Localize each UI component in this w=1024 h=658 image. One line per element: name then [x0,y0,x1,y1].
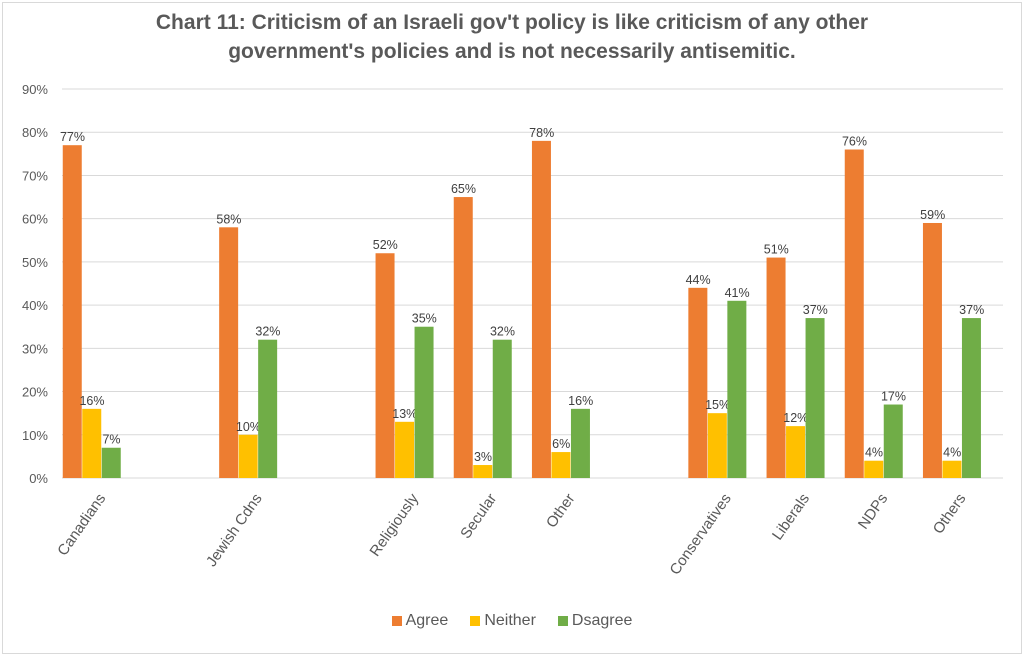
bar-dsagree [258,339,278,478]
bar-dsagree [414,326,434,478]
data-label: 13% [392,407,417,421]
data-label: 77% [60,130,85,144]
data-label: 32% [490,325,515,339]
bar-dsagree [492,339,512,478]
bar-dsagree [961,318,981,478]
chart-title-line1: Chart 11: Criticism of an Israeli gov't … [155,11,869,34]
y-tick-label: 90% [22,82,48,97]
legend-swatch-neither [470,616,481,626]
y-tick-label: 0% [29,471,48,486]
bar-agree [219,227,239,478]
bar-dsagree [727,300,747,478]
legend: Agree Neither Dsagree [0,612,1024,630]
data-label: 52% [373,238,398,252]
data-label: 6% [552,437,570,451]
legend-label-disagree: Dsagree [571,612,633,629]
data-label: 17% [881,390,906,404]
data-label: 15% [705,398,730,412]
bar-neither [786,426,806,478]
legend-item-disagree: Dsagree [557,612,633,630]
data-label: 4% [865,446,883,460]
data-label: 37% [803,303,828,317]
legend-item-neither: Neither [470,612,536,630]
bar-agree [531,140,551,478]
data-label: 16% [568,394,593,408]
bar-dsagree [883,404,903,478]
legend-label-agree: Agree [405,612,449,629]
data-label: 59% [920,208,945,222]
x-category-label: Other [543,491,578,531]
x-category-label: Jewish Cdns [203,491,266,570]
bar-agree [375,253,395,478]
data-label: 10% [236,420,261,434]
y-tick-label: 70% [22,168,48,183]
y-tick-label: 20% [22,385,48,400]
y-tick-label: 50% [22,255,48,270]
y-tick-label: 60% [22,212,48,227]
data-label: 78% [529,126,554,140]
x-category-label: Others [930,491,970,538]
data-label: 76% [842,135,867,149]
bar-agree [62,145,82,478]
bar-dsagree [101,447,121,478]
bar-agree [453,197,473,479]
bar-neither [82,408,102,478]
data-label: 37% [959,303,984,317]
data-label: 65% [451,182,476,196]
bar-agree [688,287,708,478]
bar-neither [864,460,884,478]
bar-agree [844,149,864,478]
chart-title-line2: government's policies and is not necessa… [228,40,796,63]
bar-neither [942,460,962,478]
y-tick-label: 40% [22,298,48,313]
bar-neither [707,413,727,478]
data-label: 41% [725,286,750,300]
data-label: 51% [764,243,789,257]
data-label: 58% [216,212,241,226]
y-tick-label: 30% [22,341,48,356]
data-label: 16% [79,394,104,408]
legend-label-neither: Neither [484,612,536,629]
x-category-label: Secular [457,491,500,542]
bar-agree [766,257,786,478]
legend-swatch-disagree [557,616,568,626]
chart-title: Chart 11: Criticism of an Israeli gov't … [0,8,1024,66]
data-label: 32% [255,325,280,339]
x-category-label: Liberals [769,491,813,544]
bar-neither [551,452,571,478]
bar-agree [922,222,942,478]
data-label: 3% [474,450,492,464]
data-label: 4% [943,446,961,460]
x-category-label: NDPs [855,491,891,533]
y-tick-label: 10% [22,428,48,443]
legend-item-agree: Agree [391,612,449,630]
data-label: 35% [412,312,437,326]
x-category-label: Conservatives [666,491,734,579]
bar-neither [395,421,415,478]
bar-neither [238,434,258,478]
data-label: 44% [686,273,711,287]
data-label: 7% [102,433,120,447]
data-label: 12% [783,411,808,425]
legend-swatch-agree [391,616,402,626]
bar-dsagree [805,318,825,478]
x-category-label: Canadians [54,491,109,559]
bar-dsagree [570,408,590,478]
x-category-label: Religiously [367,490,423,560]
bar-neither [473,465,493,478]
y-tick-label: 80% [22,125,48,140]
